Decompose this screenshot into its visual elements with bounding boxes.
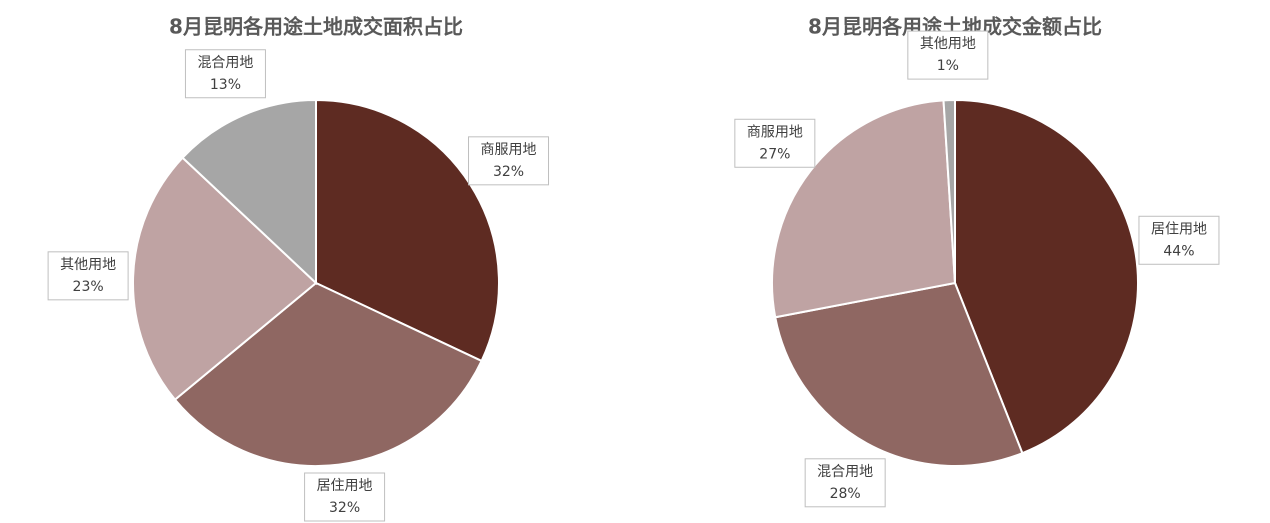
label-value: 13% xyxy=(210,77,241,93)
label-category: 居住用地 xyxy=(317,478,373,494)
label-category: 商服用地 xyxy=(747,124,803,140)
chart-title: 8月昆明各用途土地成交面积占比 xyxy=(169,15,463,39)
label-category: 混合用地 xyxy=(817,464,873,480)
pie-slice xyxy=(181,98,317,286)
label-category: 居住用地 xyxy=(1151,221,1207,237)
label-value: 23% xyxy=(73,279,104,295)
label-box xyxy=(47,251,129,301)
label-value: 32% xyxy=(329,500,360,516)
label-category: 其他用地 xyxy=(60,257,116,273)
label-box xyxy=(304,472,386,522)
label-box xyxy=(184,49,266,99)
label-box xyxy=(907,30,989,80)
label-box xyxy=(734,118,816,168)
label-box xyxy=(1138,215,1220,265)
label-value: 1% xyxy=(937,58,959,74)
label-value: 27% xyxy=(759,146,790,162)
label-value: 44% xyxy=(1163,243,1194,259)
label-box xyxy=(804,458,886,508)
pie-slice xyxy=(132,156,318,402)
label-category: 混合用地 xyxy=(197,55,253,71)
label-box xyxy=(468,136,550,186)
pie-slice xyxy=(774,281,1024,467)
label-category: 其他用地 xyxy=(920,36,976,52)
pie-slice xyxy=(942,98,956,284)
pie-slice xyxy=(173,281,483,467)
label-value: 32% xyxy=(493,164,524,180)
label-value: 28% xyxy=(830,486,861,502)
label-category: 商服用地 xyxy=(481,142,537,158)
pie-slice xyxy=(771,99,957,319)
pie-slice xyxy=(954,98,1139,455)
